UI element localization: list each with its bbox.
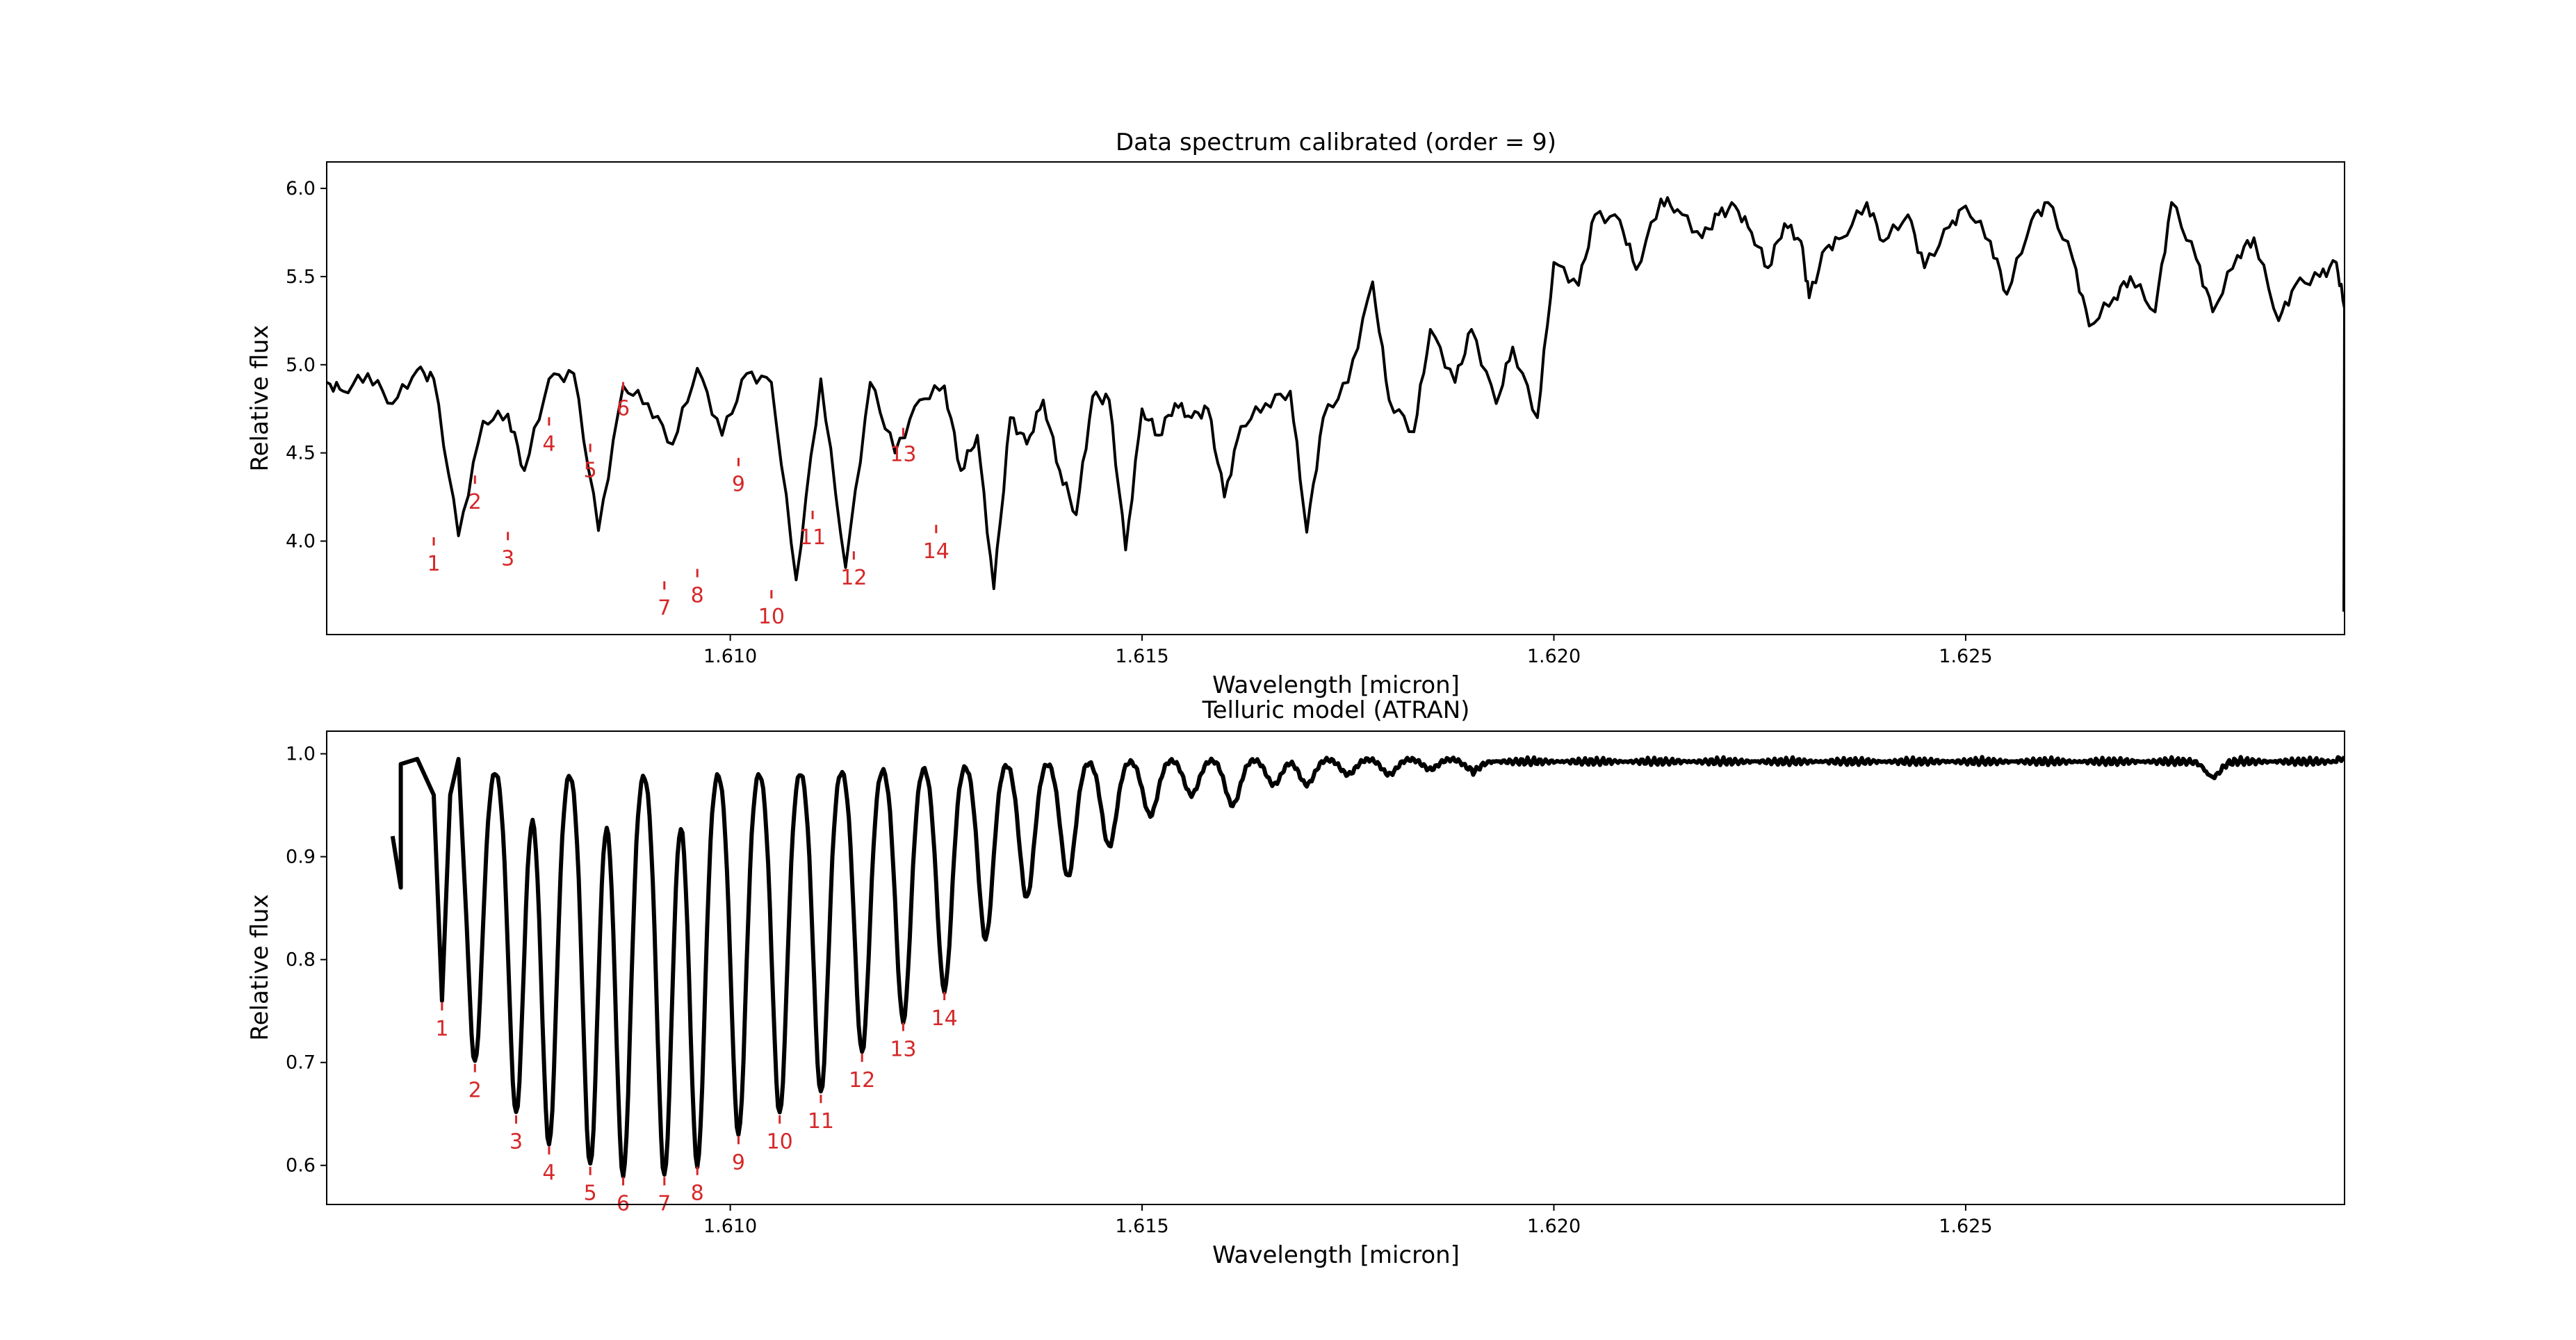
telluric-model-ylabel: Relative flux [246,894,274,1040]
telluric-model-line-label: 10 [767,1130,793,1154]
telluric-model-series-line [390,755,2345,1179]
data-spectrum-line-label: 4 [542,432,555,456]
telluric-model-xtick-label: 1.620 [1527,1216,1581,1237]
data-spectrum-line-label: 2 [468,490,482,514]
data-spectrum-xlabel: Wavelength [micron] [1212,671,1460,699]
telluric-model-xtick-label: 1.625 [1939,1216,1992,1237]
data-spectrum-line-label: 6 [617,397,630,421]
data-spectrum-plot-frame [326,161,2345,635]
data-spectrum-xtick-label: 1.620 [1527,646,1581,667]
data-spectrum-line-label: 11 [799,525,826,550]
telluric-model-xlabel: Wavelength [micron] [1212,1241,1460,1269]
data-spectrum-line-label: 12 [840,566,867,590]
telluric-model-line-label: 4 [542,1161,555,1185]
telluric-model-title: Telluric model (ATRAN) [1202,696,1470,724]
data-spectrum-panel: Data spectrum calibrated (order = 9) 1.6… [246,129,2345,699]
data-spectrum-ytick-label: 6.0 [286,178,316,199]
data-spectrum-title: Data spectrum calibrated (order = 9) [1116,129,1556,156]
telluric-model-line-label: 12 [849,1068,875,1093]
telluric-model-ytick-label: 0.6 [286,1155,316,1177]
data-spectrum-series-line [327,196,2345,612]
telluric-model-xtick-label: 1.610 [703,1216,757,1237]
telluric-model-line-label: 5 [584,1182,597,1206]
data-spectrum-line-label: 10 [758,605,785,629]
data-spectrum-line-label: 5 [584,458,597,482]
telluric-model-line-label: 3 [510,1130,523,1154]
data-spectrum-xtick-label: 1.625 [1939,646,1992,667]
telluric-model-line-label: 13 [890,1037,916,1061]
telluric-model-panel: Telluric model (ATRAN) 1.610 1.615 1.620 1.… [246,696,2345,1269]
data-spectrum-line-label: 7 [658,596,671,620]
data-spectrum-marks: 1.610 1.615 1.620 1.6254.04.55.05.56.012345… [286,178,2345,667]
data-spectrum-xtick-label: 1.610 [703,646,757,667]
telluric-model-xtick-label: 1.615 [1115,1216,1168,1237]
data-spectrum-line-label: 13 [890,443,916,467]
data-spectrum-xtick-label: 1.615 [1115,646,1168,667]
data-spectrum-line-label: 1 [427,552,440,576]
data-spectrum-ytick-label: 5.5 [286,266,316,288]
telluric-model-ytick-label: 0.8 [286,949,316,971]
data-spectrum-ytick-label: 5.0 [286,354,316,376]
telluric-model-line-label: 2 [468,1079,482,1103]
data-spectrum-ylabel: Relative flux [246,325,274,471]
data-spectrum-ytick-label: 4.0 [286,531,316,553]
telluric-model-plot-frame [326,730,2345,1205]
telluric-model-line-label: 8 [691,1182,704,1206]
telluric-model-line-label: 14 [931,1006,958,1031]
data-spectrum-line-label: 14 [923,539,949,564]
telluric-model-line-label: 9 [732,1150,745,1175]
telluric-model-line-label: 11 [808,1109,834,1134]
telluric-model-ytick-label: 0.7 [286,1052,316,1074]
telluric-model-ytick-label: 0.9 [286,847,316,868]
data-spectrum-ytick-label: 4.5 [286,443,316,464]
telluric-model-line-label: 1 [435,1017,448,1041]
data-spectrum-line-label: 3 [501,546,514,571]
telluric-model-ytick-label: 1.0 [286,744,316,765]
data-spectrum-line-label: 9 [732,473,745,497]
data-spectrum-line-label: 8 [691,584,704,608]
